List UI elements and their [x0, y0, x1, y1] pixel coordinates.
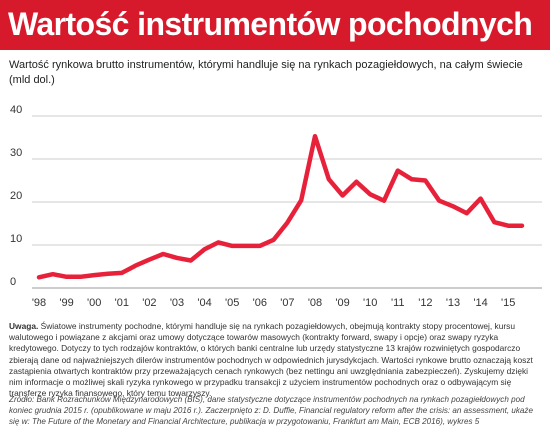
x-tick-label: '08	[308, 297, 322, 309]
x-tick-label: '12	[418, 297, 432, 309]
data-point	[341, 193, 345, 198]
note-label: Uwaga.	[9, 321, 39, 331]
page-title: Wartość instrumentów pochodnych	[8, 6, 533, 42]
x-tick-label: '00	[87, 297, 101, 309]
data-point	[437, 199, 441, 203]
x-tick-label: '01	[115, 297, 129, 309]
x-tick-label: '06	[253, 297, 267, 309]
x-tick-label: '10	[363, 297, 377, 309]
data-point	[327, 177, 331, 181]
source-text: Źródło: Bank Rozrachunków Międzynarodowy…	[9, 395, 533, 426]
y-tick-label: 20	[10, 190, 22, 202]
data-point	[465, 211, 469, 215]
data-point	[423, 178, 427, 183]
data-point	[313, 134, 317, 138]
x-tick-label: '05	[225, 297, 239, 309]
data-point	[451, 204, 455, 208]
y-tick-label: 30	[10, 147, 22, 159]
note: Uwaga. Światowe instrumenty pochodne, kt…	[9, 321, 541, 399]
chart-subtitle: Wartość rynkowa brutto instrumentów, któ…	[9, 59, 523, 86]
data-point	[230, 244, 234, 248]
x-tick-label: '14	[473, 297, 487, 309]
data-point	[244, 244, 248, 248]
data-point	[51, 272, 55, 276]
x-tick-label: '04	[197, 297, 211, 309]
data-point	[299, 198, 303, 202]
data-point	[410, 177, 414, 181]
data-point	[175, 256, 179, 260]
x-tick-label: '09	[335, 297, 349, 309]
data-point	[189, 258, 193, 263]
y-tick-label: 0	[10, 276, 16, 288]
data-point	[216, 240, 220, 244]
x-tick-label: '15	[501, 297, 515, 309]
y-tick-label: 10	[10, 233, 22, 245]
x-tick-label: '07	[280, 297, 294, 309]
data-point	[285, 221, 289, 225]
data-point	[382, 199, 386, 203]
data-point	[161, 252, 165, 256]
x-tick-label: '11	[391, 297, 405, 309]
data-point	[78, 275, 82, 279]
data-point	[354, 180, 358, 184]
x-tick-label: '98	[32, 297, 46, 309]
series-line	[36, 133, 525, 280]
data-point	[65, 275, 69, 279]
line-chart: 0 10 20 30 40 '98 '99 '00 '01 '02 '03 '04 '05 '06 '07 '…	[10, 104, 542, 309]
data-point	[203, 247, 207, 251]
data-point	[37, 275, 41, 279]
y-tick-label: 40	[10, 104, 22, 116]
data-point	[506, 224, 510, 228]
note-text: Światowe instrumenty pochodne, którymi h…	[9, 321, 533, 399]
data-point	[396, 169, 400, 173]
x-tick-label: '99	[59, 297, 73, 309]
data-point	[134, 264, 138, 268]
x-tick-label: '03	[170, 297, 184, 309]
x-tick-label: '13	[446, 297, 460, 309]
data-point	[106, 272, 110, 276]
data-point	[92, 273, 96, 277]
data-point	[368, 192, 372, 196]
x-tick-label: '02	[142, 297, 156, 309]
data-point	[147, 258, 151, 262]
data-point	[520, 224, 524, 228]
data-point	[479, 197, 483, 201]
data-point	[492, 220, 496, 224]
data-point	[120, 271, 124, 275]
title-bar: Wartość instrumentów pochodnych	[0, 0, 550, 50]
data-point	[272, 238, 276, 242]
source: Źródło: Bank Rozrachunków Międzynarodowy…	[9, 394, 544, 427]
data-point	[258, 244, 262, 248]
